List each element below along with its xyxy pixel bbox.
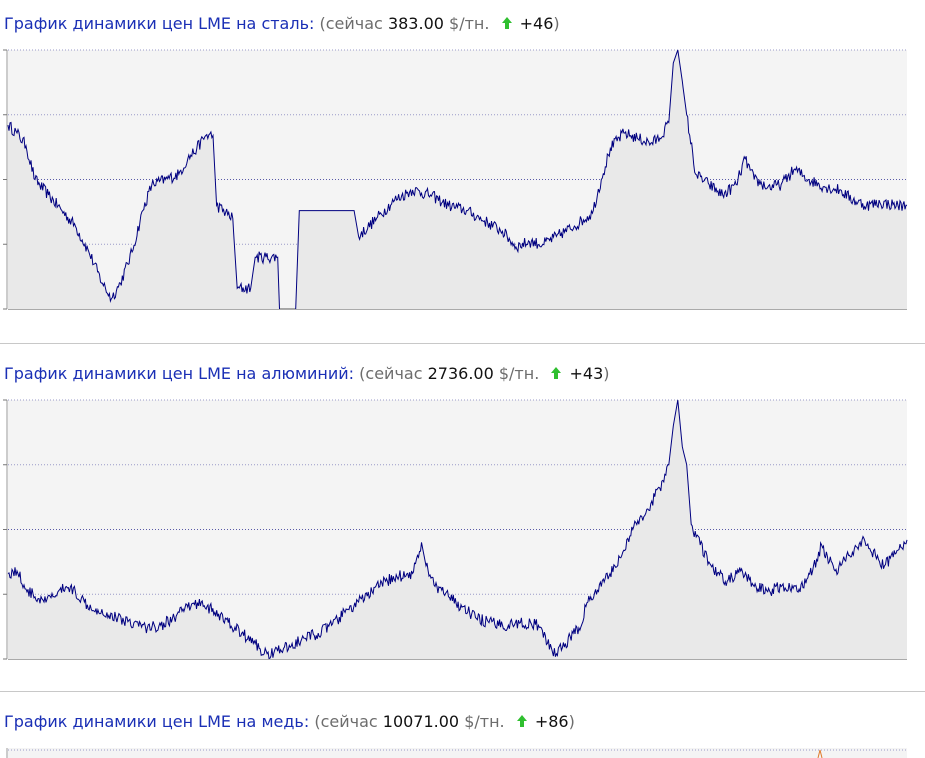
copper-chart [6,748,907,758]
aluminum-heading: График динамики цен LME на алюминий: (се… [4,364,610,384]
series-area [8,400,907,659]
arrow-up-icon [516,713,528,727]
steel-delta: +46 [519,14,554,33]
aluminum-unit: $/тн. [498,364,540,383]
aluminum-close-paren: ) [603,364,610,383]
copper-price: 10071.00 [382,712,460,731]
arrow-up-icon [550,365,562,379]
steel-heading: График динамики цен LME на сталь: (сейча… [4,14,560,34]
aluminum-delta: +43 [569,364,604,383]
series-line [7,399,908,660]
steel-unit: $/тн. [449,14,490,33]
arrow-up-icon [501,15,513,29]
aluminum-now-label: (сейчас [359,364,423,383]
series-line [7,121,280,310]
copper-delta: +86 [534,712,569,731]
copper-title-link[interactable]: График динамики цен LME на медь: [4,712,310,731]
aluminum-chart [3,399,908,660]
aluminum-section: График динамики цен LME на алюминий: (се… [0,344,925,691]
copper-section: График динамики цен LME на медь: (сейчас… [0,692,925,758]
aluminum-title-link[interactable]: График динамики цен LME на алюминий: [4,364,355,383]
section-divider [0,691,925,692]
copper-now-label: (сейчас [314,712,378,731]
series-line [295,49,908,310]
series-area [8,122,280,309]
steel-price: 383.00 [387,14,444,33]
section-divider [0,343,925,344]
steel-chart [3,49,908,310]
copper-close-paren: ) [568,712,575,731]
aluminum-price: 2736.00 [427,364,494,383]
steel-now-label: (сейчас [319,14,383,33]
steel-section: График динамики цен LME на сталь: (сейча… [0,0,925,345]
copper-unit: $/тн. [464,712,505,731]
steel-close-paren: ) [553,14,560,33]
copper-heading: График динамики цен LME на медь: (сейчас… [4,712,575,732]
steel-title-link[interactable]: График динамики цен LME на сталь: [4,14,315,33]
